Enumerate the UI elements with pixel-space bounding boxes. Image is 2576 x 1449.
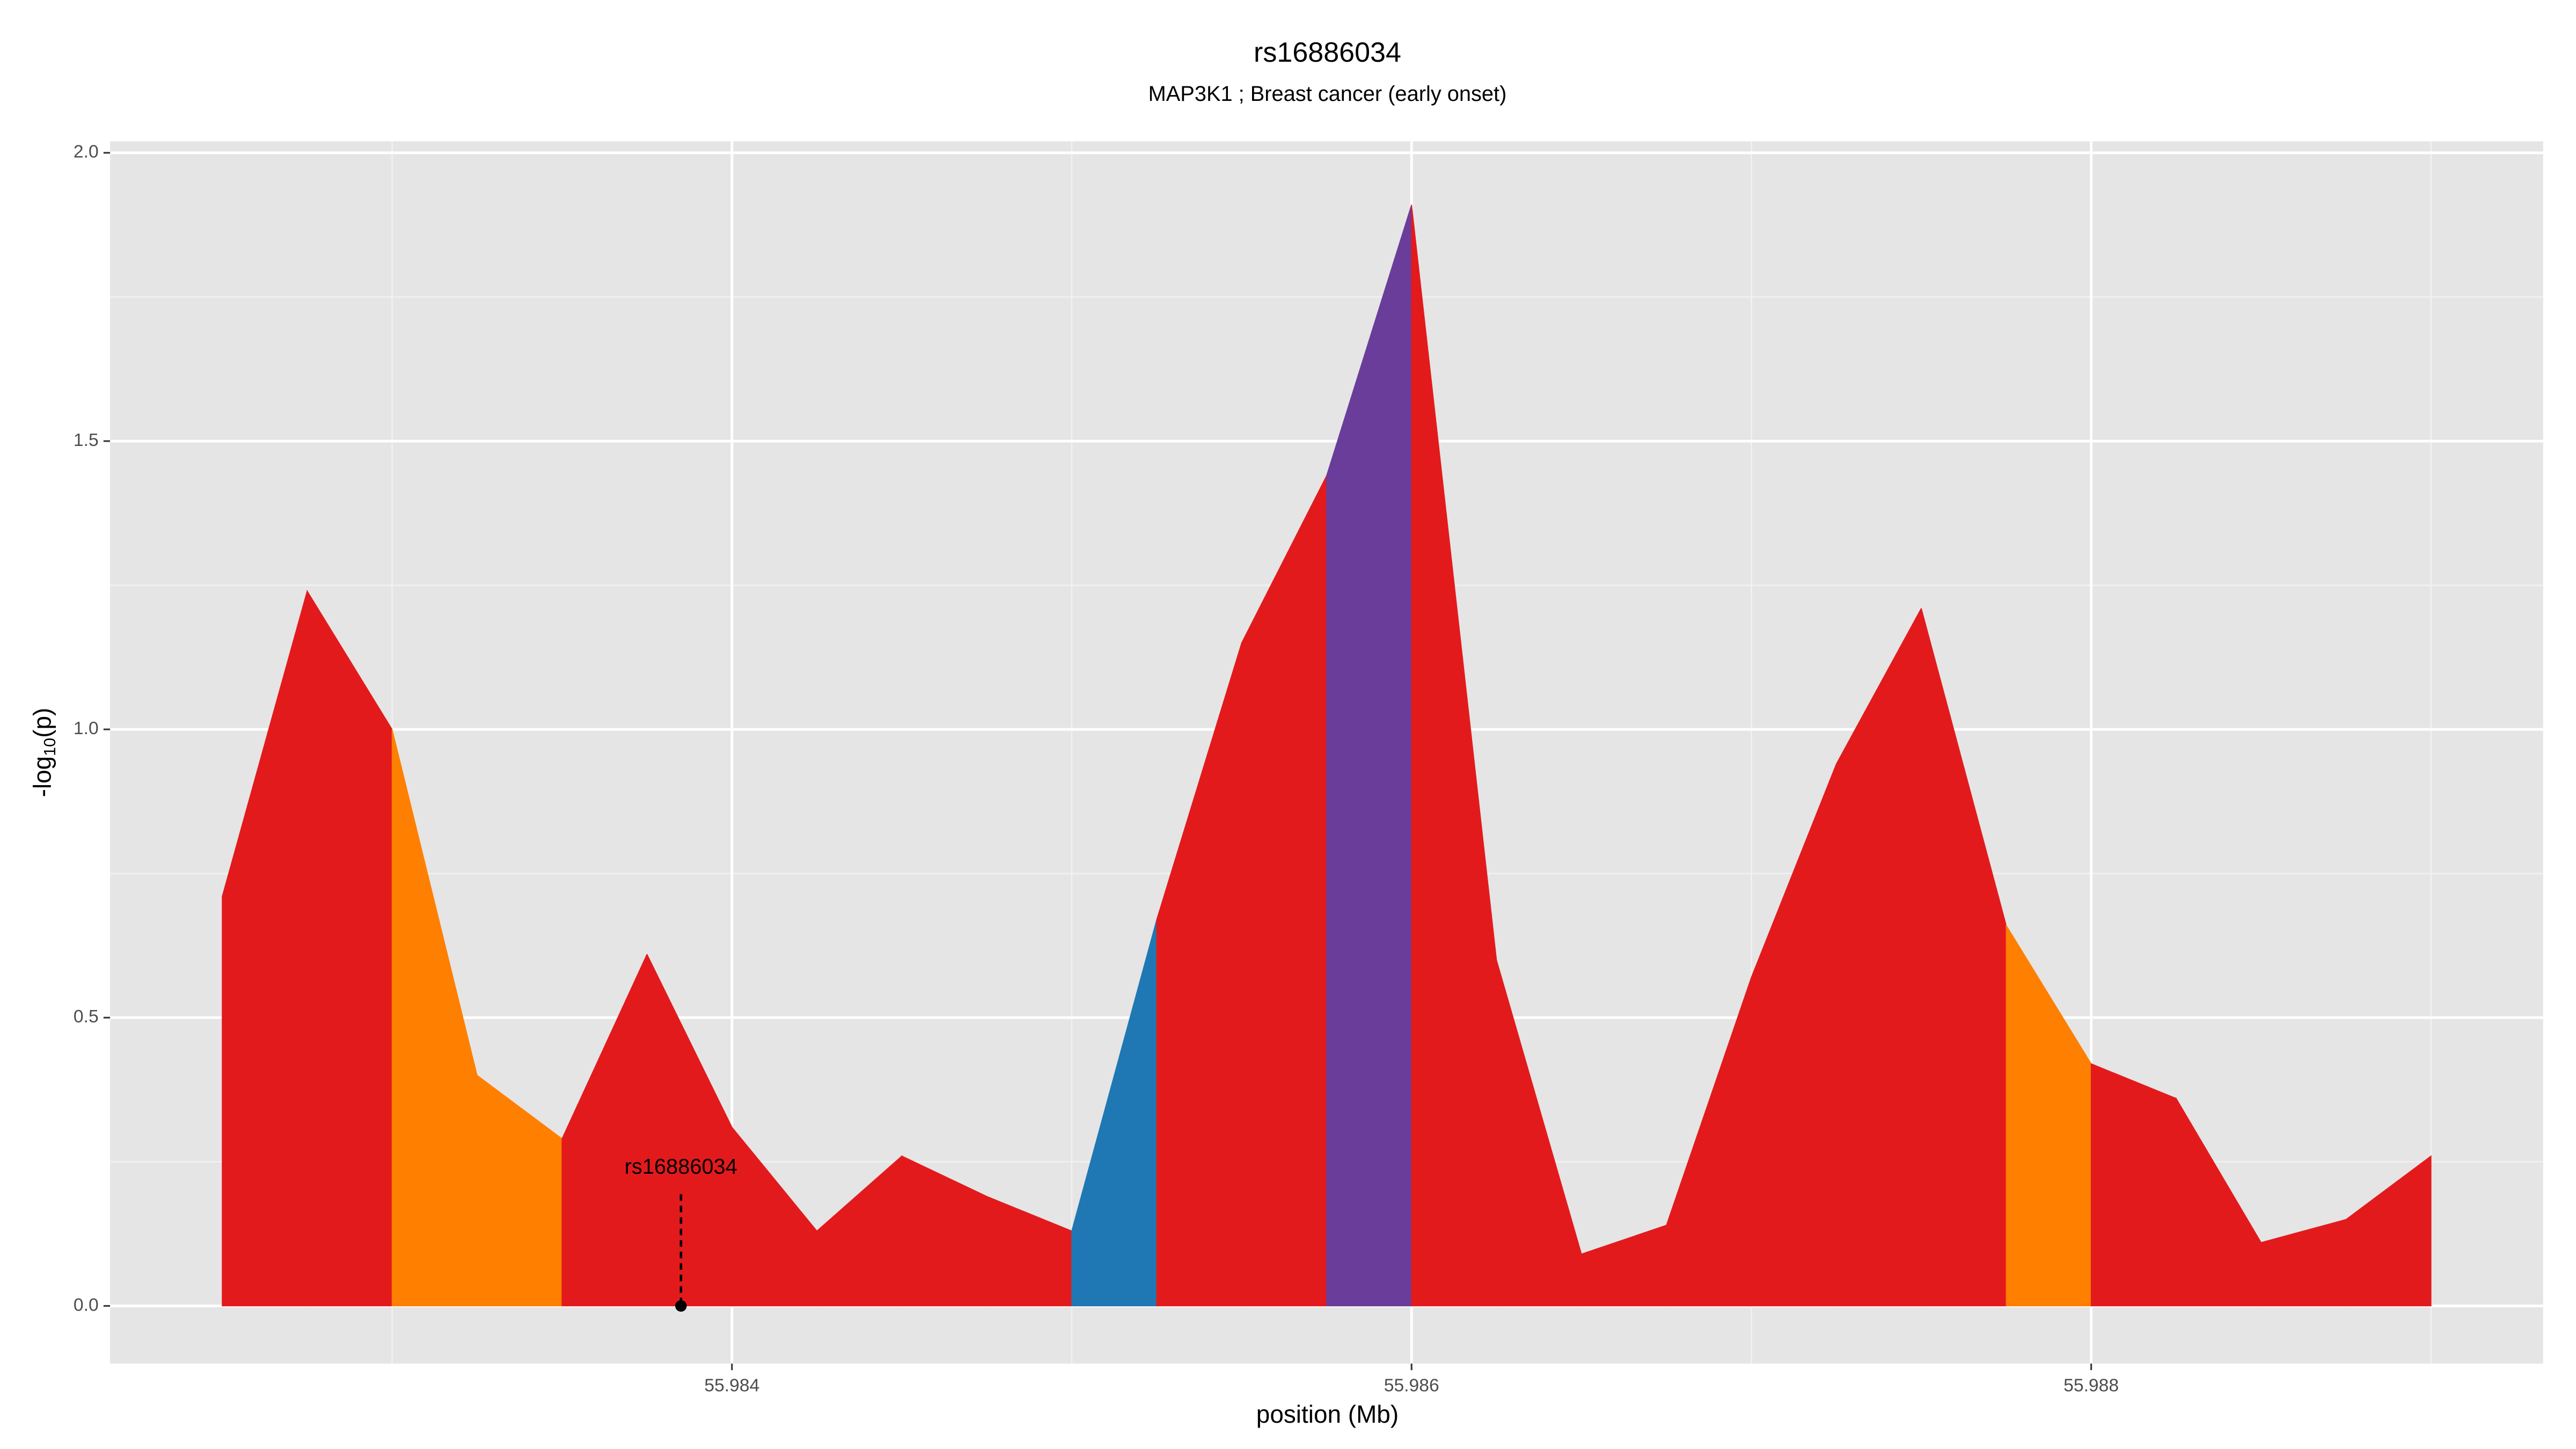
annotation-point <box>675 1300 687 1312</box>
annotation-label: rs16886034 <box>625 1155 737 1179</box>
y-tick-label: 0.5 <box>74 1007 99 1027</box>
y-tick-label: 1.0 <box>74 719 99 738</box>
x-tick-label: 55.984 <box>704 1376 759 1396</box>
y-tick-label: 0.0 <box>74 1295 99 1315</box>
y-axis-label: -log10(p) <box>28 708 59 797</box>
chart-subtitle: MAP3K1 ; Breast cancer (early onset) <box>1148 82 1507 106</box>
x-axis-label: position (Mb) <box>1256 1400 1399 1428</box>
y-label-main: -log <box>28 756 56 797</box>
y-label-sub: 10 <box>41 738 59 756</box>
y-tick-label: 1.5 <box>74 430 99 450</box>
chart-title: rs16886034 <box>1254 37 1401 68</box>
y-label-suffix: (p) <box>28 708 56 738</box>
x-tick-label: 55.988 <box>2063 1376 2119 1396</box>
y-tick-label: 2.0 <box>74 142 99 162</box>
x-tick-label: 55.986 <box>1384 1376 1439 1396</box>
area-segment <box>2345 1155 2432 1307</box>
area-segment <box>2090 1063 2177 1307</box>
